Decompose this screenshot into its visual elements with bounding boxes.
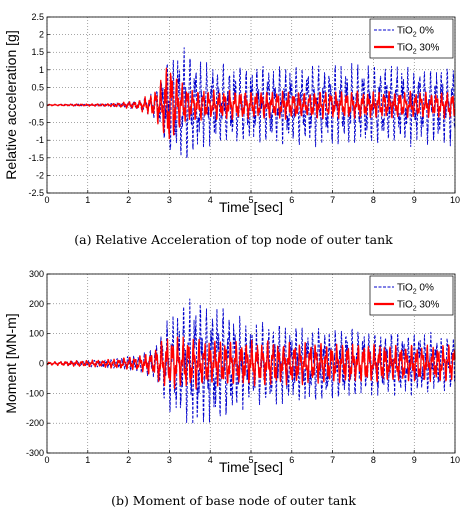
legend-label-tio2-0: TiO2 0%: [397, 26, 434, 39]
y-tick-label: 0.5: [31, 82, 44, 92]
y-tick-label: 2.5: [31, 12, 44, 22]
x-tick-label: 1: [85, 455, 90, 465]
x-tick-label: 1: [85, 195, 90, 205]
y-tick-label: -1.5: [28, 153, 44, 163]
y-tick-label: -2.5: [28, 188, 44, 198]
legend-label-tio2-30: TiO2 30%: [397, 300, 440, 313]
y-tick-label: 1: [39, 65, 44, 75]
x-axis-label: Time [sec]: [219, 459, 283, 475]
y-tick-label: -200: [26, 418, 44, 428]
legend-label-tio2-0: TiO2 0%: [397, 283, 434, 296]
x-tick-label: 10: [450, 455, 460, 465]
caption-a: (a) Relative Acceleration of top node of…: [74, 232, 393, 247]
x-tick-label: 3: [167, 455, 172, 465]
chart-panel-acceleration: 0 1 2 3 4 5 6 7 8 9 10 -2.5 -2 -1.5 -1 -0.5 0 0.5 1 1.5 2 2.5…: [3, 12, 460, 215]
x-tick-label: 6: [289, 455, 294, 465]
y-tick-label: 300: [29, 269, 44, 279]
series-line-tio2-30: [46, 67, 456, 140]
y-axis-label: Moment [MN-m]: [3, 313, 19, 413]
legend: TiO2 0% TiO2 30%: [369, 18, 454, 59]
y-tick-label: -1: [36, 135, 44, 145]
legend: TiO2 0% TiO2 30%: [369, 275, 454, 316]
y-tick-label: -100: [26, 388, 44, 398]
x-tick-label: 8: [371, 455, 376, 465]
y-tick-label: 100: [29, 329, 44, 339]
y-tick-label: -2: [36, 170, 44, 180]
x-tick-label: 10: [450, 195, 460, 205]
x-tick-label: 6: [289, 195, 294, 205]
y-tick-label: -300: [26, 448, 44, 458]
x-tick-label: 2: [126, 455, 131, 465]
series-line-tio2-30: [46, 336, 456, 390]
y-tick-label: 1.5: [31, 47, 44, 57]
x-tick-label: 9: [412, 195, 417, 205]
y-tick-label: 0: [39, 100, 44, 110]
y-tick-label: 200: [29, 299, 44, 309]
x-tick-label: 4: [208, 455, 213, 465]
legend-box: [369, 18, 454, 59]
x-tick-label: 9: [412, 455, 417, 465]
x-tick-label: 7: [330, 455, 335, 465]
x-tick-label: 4: [208, 195, 213, 205]
x-tick-label: 8: [371, 195, 376, 205]
y-tick-label: -0.5: [28, 118, 44, 128]
x-axis-label: Time [sec]: [219, 199, 283, 215]
x-tick-label: 5: [248, 195, 253, 205]
x-tick-label: 0: [44, 195, 49, 205]
x-tick-label: 2: [126, 195, 131, 205]
x-tick-label: 3: [167, 195, 172, 205]
x-tick-label: 7: [330, 195, 335, 205]
x-tick-label: 5: [248, 455, 253, 465]
x-tick-label: 0: [44, 455, 49, 465]
caption-b: (b) Moment of base node of outer tank: [111, 493, 356, 508]
legend-box: [369, 275, 454, 316]
y-axis-label: Relative acceleration [g]: [3, 30, 19, 179]
legend-label-tio2-30: TiO2 30%: [397, 43, 440, 56]
y-tick-label: 2: [39, 30, 44, 40]
y-tick-label: 0: [39, 359, 44, 369]
chart-panel-moment: 0 1 2 3 4 5 6 7 8 9 10 -300 -200 -100 0 100 200 300 Time […: [3, 269, 460, 475]
